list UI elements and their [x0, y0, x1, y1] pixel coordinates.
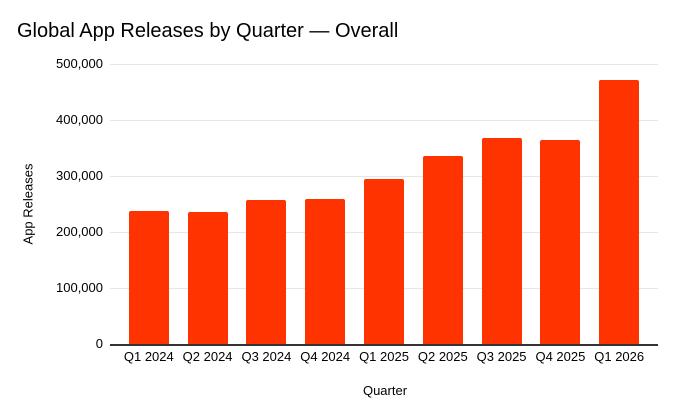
y-tick-label: 0 [95, 336, 103, 351]
y-tick-label: 300,000 [56, 168, 103, 183]
y-tick-label: 200,000 [56, 224, 103, 239]
x-tick-label: Q3 2025 [476, 349, 527, 364]
bar-q1-2026 [599, 80, 640, 344]
bar-q1-2025 [364, 179, 404, 344]
bar-q2-2025 [422, 156, 463, 344]
x-tick-label: Q1 2025 [359, 349, 409, 364]
x-tick-label: Q4 2024 [300, 349, 351, 364]
x-tick-label: Q1 2024 [123, 349, 174, 364]
bar-q2-2024 [187, 212, 228, 344]
bar-q1-2024 [128, 211, 169, 344]
plot-area [110, 64, 658, 346]
gridline [110, 176, 658, 177]
x-tick-label: Q2 2024 [182, 349, 233, 364]
x-tick-label: Q4 2025 [535, 349, 586, 364]
gridline [110, 64, 658, 65]
y-tick-label: 500,000 [56, 56, 103, 71]
x-tick-label: Q1 2026 [594, 349, 645, 364]
bar-q3-2024 [246, 200, 287, 344]
gridline [110, 120, 658, 121]
chart-title: Global App Releases by Quarter — Overall [17, 20, 399, 42]
bar-q4-2024 [305, 199, 346, 344]
x-tick-label: Q3 2024 [241, 349, 292, 364]
x-axis-title: Quarter [362, 383, 408, 398]
bar-q3-2025 [481, 138, 522, 344]
x-tick-label: Q2 2025 [417, 349, 468, 364]
y-tick-label: 400,000 [56, 112, 103, 127]
bar-q4-2025 [540, 140, 581, 344]
y-tick-label: 100,000 [56, 280, 103, 295]
